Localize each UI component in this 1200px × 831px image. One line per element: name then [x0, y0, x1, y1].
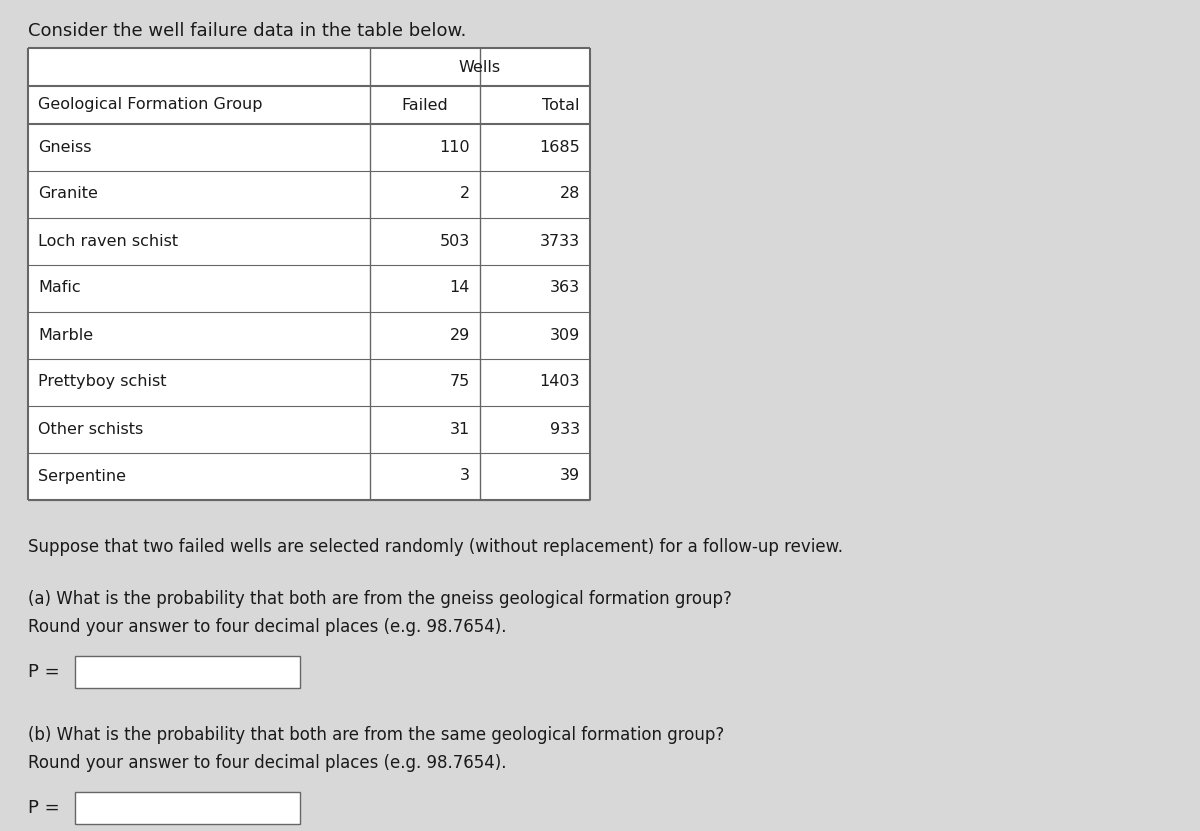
Text: Marble: Marble — [38, 327, 94, 342]
Text: Gneiss: Gneiss — [38, 140, 91, 155]
Text: 503: 503 — [439, 234, 470, 248]
Text: 14: 14 — [450, 281, 470, 296]
Text: 31: 31 — [450, 421, 470, 436]
Text: Wells: Wells — [458, 60, 502, 75]
Text: 1403: 1403 — [540, 375, 580, 390]
Text: 28: 28 — [559, 186, 580, 201]
Text: 2: 2 — [460, 186, 470, 201]
Bar — [74, 656, 300, 688]
Text: 933: 933 — [550, 421, 580, 436]
Text: P =: P = — [28, 663, 60, 681]
Text: (a) What is the probability that both are from the gneiss geological formation g: (a) What is the probability that both ar… — [28, 590, 732, 608]
Text: Serpentine: Serpentine — [38, 469, 126, 484]
Text: 110: 110 — [439, 140, 470, 155]
Text: 1685: 1685 — [539, 140, 580, 155]
Text: Consider the well failure data in the table below.: Consider the well failure data in the ta… — [28, 22, 467, 40]
Text: 75: 75 — [450, 375, 470, 390]
Text: Other schists: Other schists — [38, 421, 143, 436]
Text: (b) What is the probability that both are from the same geological formation gro: (b) What is the probability that both ar… — [28, 726, 725, 744]
Text: Loch raven schist: Loch raven schist — [38, 234, 178, 248]
Text: Mafic: Mafic — [38, 281, 80, 296]
Text: 363: 363 — [550, 281, 580, 296]
Text: Failed: Failed — [402, 97, 449, 112]
Text: 29: 29 — [450, 327, 470, 342]
Text: Granite: Granite — [38, 186, 98, 201]
Text: 309: 309 — [550, 327, 580, 342]
Text: Round your answer to four decimal places (e.g. 98.7654).: Round your answer to four decimal places… — [28, 754, 506, 772]
Text: P =: P = — [28, 799, 60, 817]
Text: Round your answer to four decimal places (e.g. 98.7654).: Round your answer to four decimal places… — [28, 618, 506, 636]
Text: Suppose that two failed wells are selected randomly (without replacement) for a : Suppose that two failed wells are select… — [28, 538, 842, 556]
Text: 3: 3 — [460, 469, 470, 484]
Text: Prettyboy schist: Prettyboy schist — [38, 375, 167, 390]
Text: 39: 39 — [560, 469, 580, 484]
Text: Geological Formation Group: Geological Formation Group — [38, 97, 263, 112]
Text: Total: Total — [542, 97, 580, 112]
Text: 3733: 3733 — [540, 234, 580, 248]
Bar — [74, 792, 300, 824]
